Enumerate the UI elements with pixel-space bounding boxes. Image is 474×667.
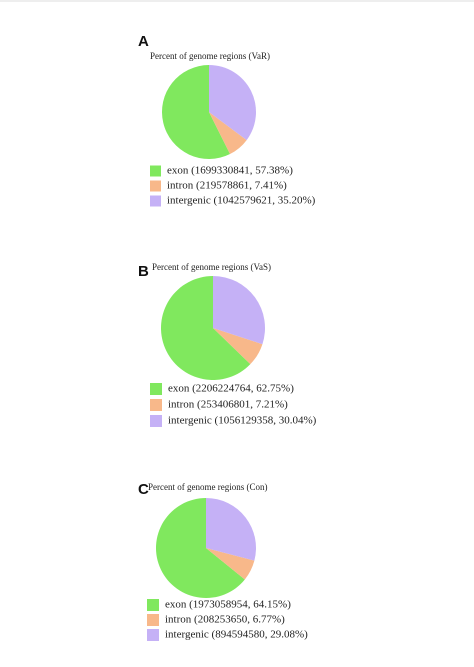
pie-slice [162,65,231,160]
pie-slice [206,548,255,580]
legend-swatch [150,195,161,207]
legend-label: exon (2206224764, 62.75%) [168,383,294,395]
legend-swatch [150,165,161,177]
legend-label: intron (219578861, 7.41%) [167,180,287,192]
panel-label: A [138,33,149,50]
chart-title: Percent of genome regions (VaS) [152,262,271,272]
legend-swatch [150,180,161,192]
legend-label: intergenic (894594580, 29.08%) [165,629,308,641]
legend-label: intergenic (1042579621, 35.20%) [167,195,316,207]
chart-title: Percent of genome regions (Con) [148,482,267,492]
legend-swatch [150,399,162,411]
pie-slice [206,498,257,561]
legend-swatch [147,599,159,611]
legend-label: intergenic (1056129358, 30.04%) [168,415,317,427]
pie-slice [213,276,265,345]
legend-swatch [150,415,162,427]
legend-label: intron (253406801, 7.21%) [168,399,288,411]
legend-label: exon (1973058954, 64.15%) [165,599,291,611]
legend-swatch [150,383,162,395]
legend-label: exon (1699330841, 57.38%) [167,165,293,177]
legend-label: intron (208253650, 6.77%) [165,614,285,626]
pie-slice [155,498,245,598]
pie-slice [161,276,251,380]
pie-slice [209,65,256,141]
panel-label: C [138,481,149,498]
pie-slice [213,328,263,365]
legend-swatch [147,629,159,641]
pie-slice [209,112,247,155]
panel-label: B [138,263,149,280]
chart-title: Percent of genome regions (VaR) [150,51,270,61]
legend-swatch [147,614,159,626]
